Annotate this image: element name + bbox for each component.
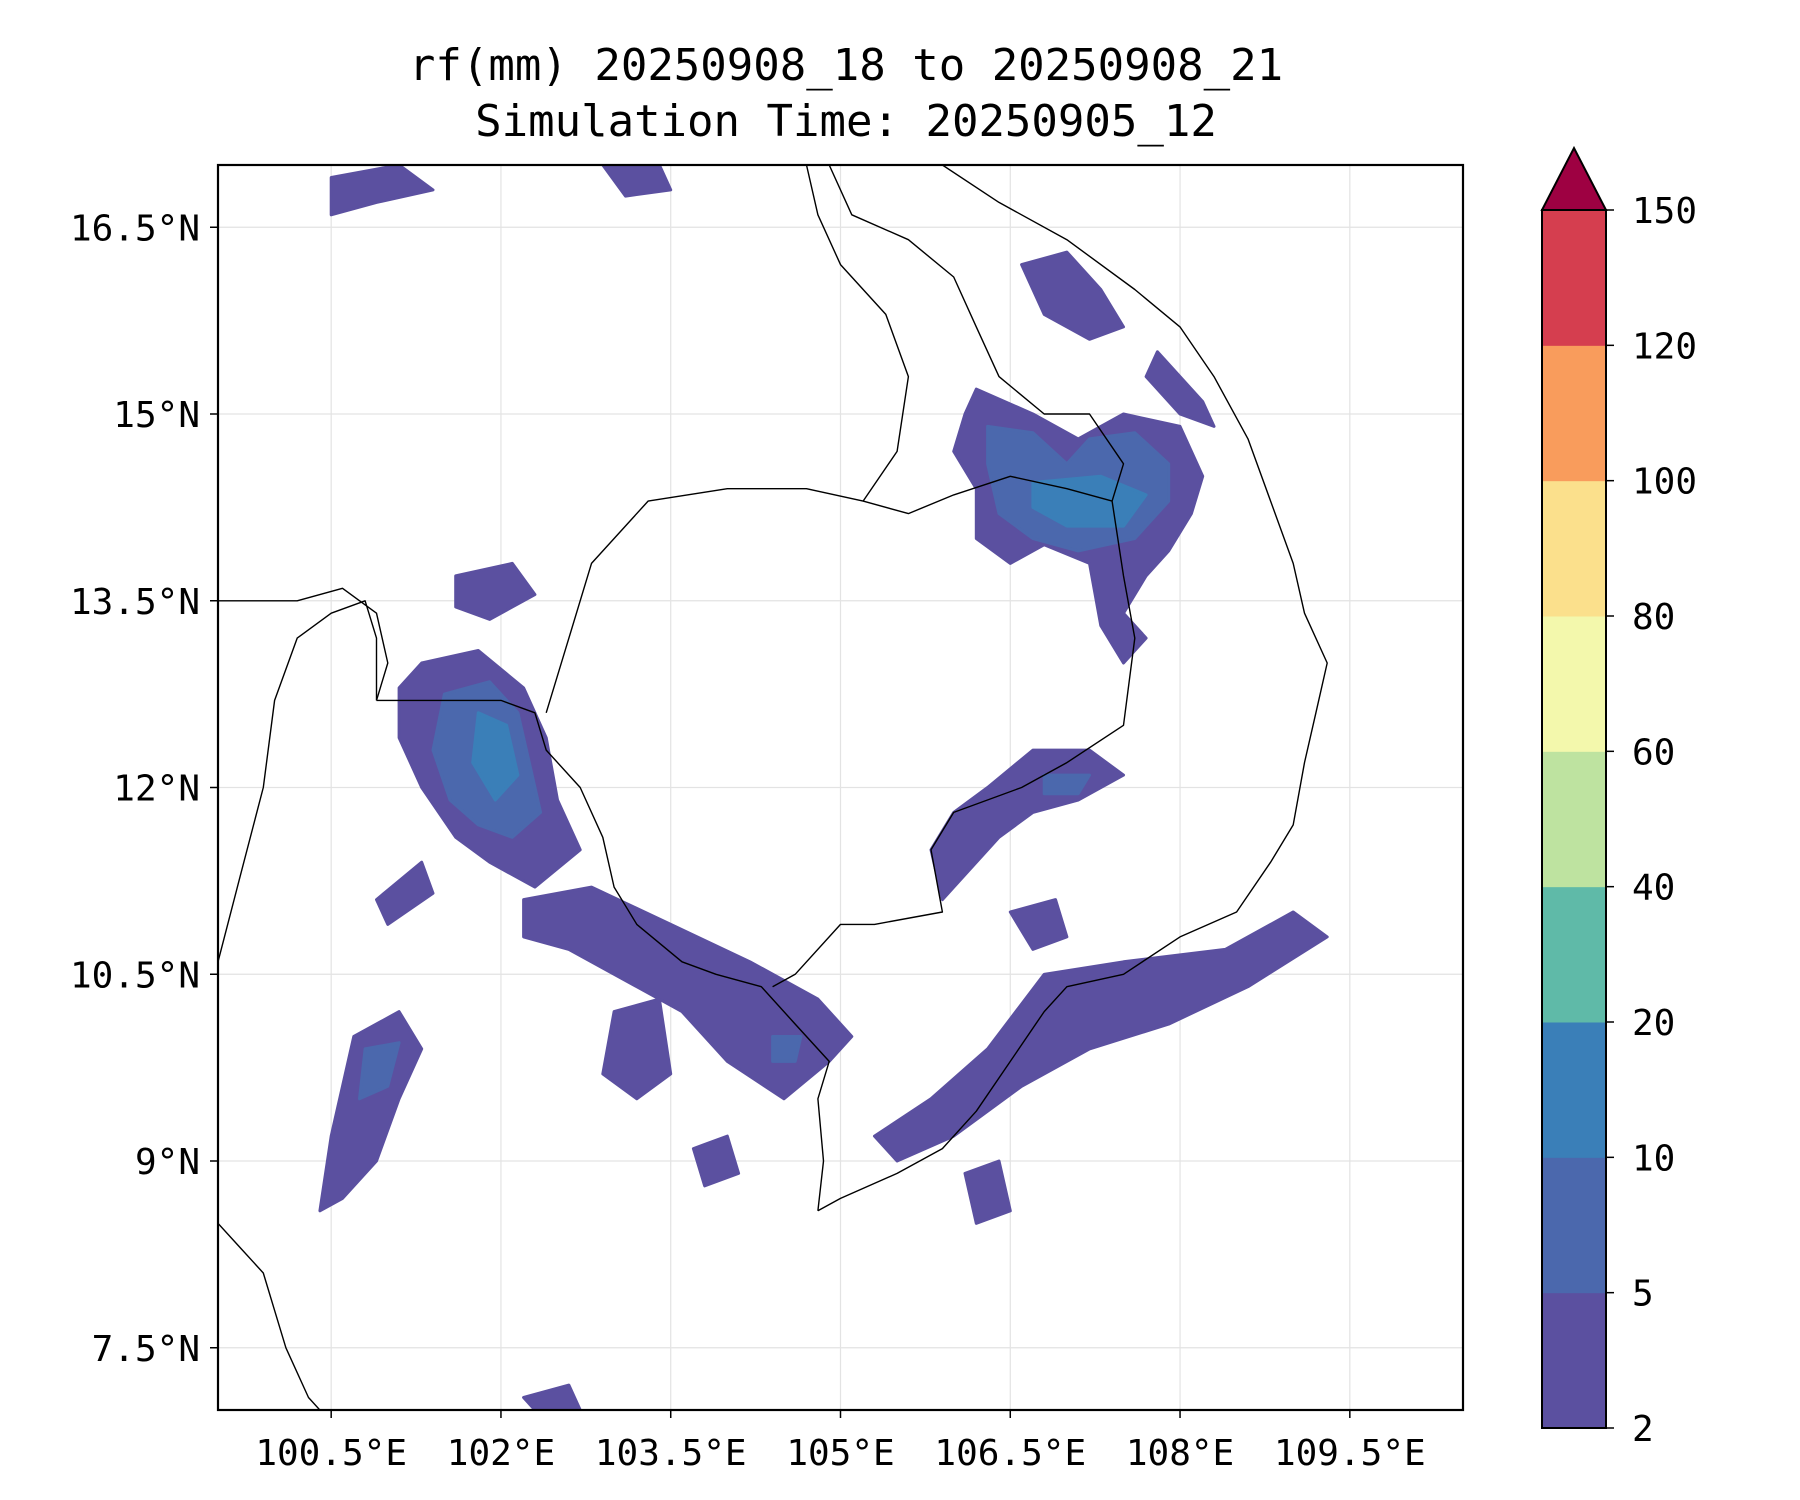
colorbar-frame [1541,209,1607,1429]
rain-area-level-1 [601,997,673,1101]
longitude-ticks: 100.5°E 102°E 103.5°E 105°E 106.5°E 108°E 109.… [255,1410,1426,1474]
rain-area-level-2 [771,1035,803,1063]
colorbar-segment-6 [1542,480,1606,617]
coast-vietnam-east [817,165,1328,1212]
rain-area-level-1 [318,1010,424,1213]
rain-area-level-3 [1031,474,1148,528]
rain-area-level-1 [963,1159,1012,1225]
x-tick-label-5: 108°E [1126,1433,1234,1474]
colorbar-segment-0 [1542,1292,1606,1429]
map-panel: 100.5°E 102°E 103.5°E 105°E 106.5°E 108°E 109.… [70,163,1465,1474]
gridlines [218,165,1463,1410]
border-cambodia-vietnam [772,500,1136,988]
rain-area-level-1 [873,910,1329,1163]
colorbar-segment-2 [1542,1022,1606,1158]
x-tick-label-6: 109.5°E [1274,1433,1426,1474]
y-tick-label-5: 9°N [135,1142,200,1183]
y-tick-label-2: 13.5°N [70,582,200,623]
rain-area-level-1 [522,1383,582,1410]
colorbar-segment-1 [1542,1157,1606,1294]
border-thailand-cambodia-west [218,587,389,701]
x-tick-label-0: 100.5°E [255,1433,407,1474]
y-tick-label-1: 15°N [113,395,200,436]
colorbar-label-1: 5 [1632,1274,1654,1315]
coast-thailand-west-gulf [218,600,378,962]
colorbar-label-9: 150 [1632,191,1697,232]
colorbar-segment-8 [1542,210,1606,346]
rain-area-level-1 [691,1134,741,1188]
rain-area-level-1 [454,561,537,621]
colorbar-label-2: 10 [1632,1138,1675,1179]
border-laos-vietnam [828,165,1125,502]
figure-title-line2: Simulation Time: 20250905_12 [475,96,1217,147]
figure-title-line1: rf(mm) 20250908_18 to 20250908_21 [409,40,1283,91]
rain-area-level-1 [1144,350,1216,428]
colorbar: 2 5 10 20 40 60 80 100 120 150 [1540,145,1697,1450]
colorbar-label-4: 40 [1632,868,1675,909]
x-tick-label-4: 106.5°E [934,1433,1086,1474]
x-tick-label-1: 102°E [447,1433,555,1474]
rainfall-contours [318,165,1329,1410]
coastlines-and-borders [218,165,1328,1410]
rain-area-level-1 [1020,250,1125,341]
colorbar-segment-7 [1542,345,1606,482]
colorbar-segment-5 [1542,616,1606,752]
colorbar-label-0: 2 [1632,1409,1654,1450]
rain-area-level-1 [522,885,854,1101]
y-tick-label-4: 10.5°N [70,955,200,996]
coast-thailand-gulf [218,1222,321,1410]
colorbar-label-7: 100 [1632,462,1697,503]
y-tick-label-6: 7.5°N [92,1329,200,1370]
coast-gulf-east [376,699,830,1211]
rain-area-level-2 [1042,773,1091,796]
rain-area-level-1 [601,165,673,198]
latitude-ticks: 16.5°N 15°N 13.5°N 12°N 10.5°N 9°N 7.5°N [70,208,218,1370]
colorbar-label-8: 120 [1632,326,1697,367]
colorbar-segment-4 [1542,751,1606,888]
y-tick-label-0: 16.5°N [70,208,200,249]
border-laos-thailand [805,165,910,502]
colorbar-extend-arrow [1540,145,1608,211]
border-cambodia-north [545,475,1113,714]
rain-area-level-2 [358,1041,401,1101]
colorbar-label-6: 80 [1632,597,1675,638]
rain-area-level-1 [329,165,435,217]
colorbar-label-5: 60 [1632,732,1675,773]
rain-area-level-1 [1008,898,1069,951]
rain-area-level-3 [471,711,520,802]
x-tick-label-2: 103.5°E [595,1433,747,1474]
x-tick-label-3: 105°E [786,1433,894,1474]
rain-area-level-1 [375,860,435,926]
colorbar-segment-3 [1542,886,1606,1023]
colorbar-label-3: 20 [1632,1003,1675,1044]
y-tick-label-3: 12°N [113,769,200,810]
